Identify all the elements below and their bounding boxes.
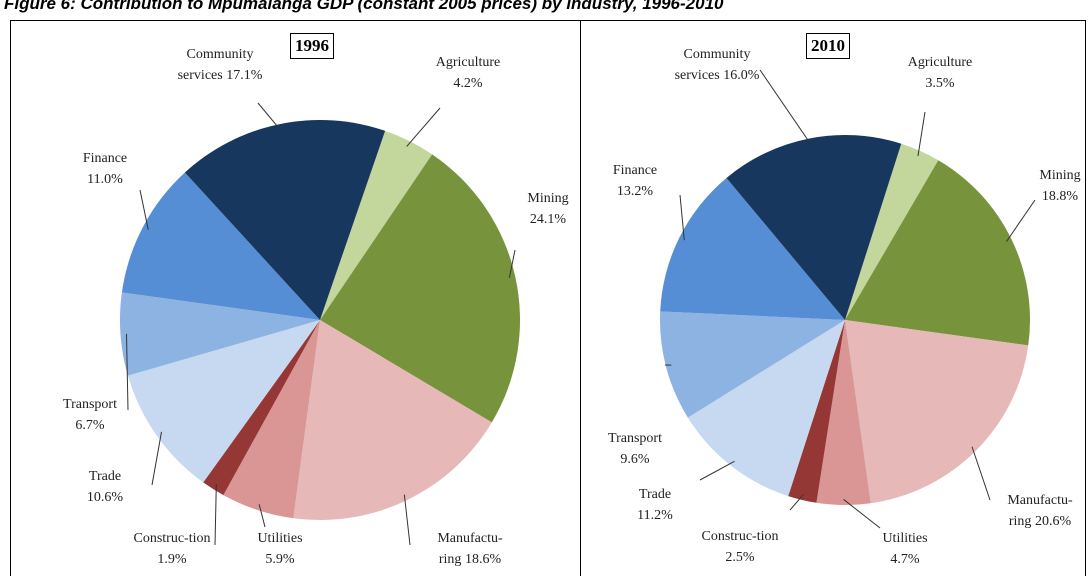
value-label: 2.5%: [725, 550, 755, 565]
value-label: 24.1%: [529, 212, 567, 227]
slice-label: Transport 6.7%: [53, 394, 128, 436]
slice-label: Transport 9.6%: [598, 428, 673, 470]
pie-slice: [121, 172, 321, 320]
slice-label: Mining 18.8%: [1035, 165, 1085, 207]
value-label: 11.2%: [637, 508, 673, 523]
value-label: 20.6%: [1034, 514, 1072, 529]
value-label: 4.2%: [453, 76, 483, 91]
slice-label: Construc-tion 2.5%: [700, 526, 780, 568]
category-name: Transport: [608, 431, 662, 446]
category-name: Mining: [527, 191, 569, 206]
category-name: Trade: [638, 487, 672, 502]
leader-line: [139, 189, 149, 230]
pie-slice: [320, 130, 433, 320]
pie-slice: [726, 135, 902, 320]
leader-line: [843, 499, 881, 529]
panel-frame: [580, 20, 1086, 576]
value-label: 11.0%: [87, 172, 123, 187]
category-name: Community services: [177, 47, 254, 83]
category-name: Finance: [82, 151, 128, 166]
slice-label: Agriculture 3.5%: [900, 52, 980, 94]
leader-line: [789, 494, 804, 511]
value-label: 10.6%: [86, 490, 124, 505]
category-name: Utilities: [882, 531, 928, 546]
category-name: Trade: [88, 469, 122, 484]
slice-label: Trade 11.2%: [630, 484, 680, 526]
category-name: Utilities: [257, 531, 303, 546]
leader-line: [403, 494, 411, 546]
leader-line: [759, 69, 811, 145]
pie-slice: [660, 311, 845, 418]
pie-slice: [687, 320, 845, 497]
leader-line: [257, 102, 281, 131]
pie-slice: [184, 120, 386, 321]
slice-label: Agriculture 4.2%: [426, 52, 511, 94]
leader-line: [151, 431, 162, 486]
slice-label: Utilities 5.9%: [245, 528, 315, 570]
category-name: Community services: [674, 47, 751, 83]
value-label: 13.2%: [616, 184, 654, 199]
leader-line: [699, 460, 735, 481]
slice-label: Utilities 4.7%: [870, 528, 940, 570]
category-name: Agriculture: [435, 55, 501, 70]
value-label: 4.7%: [890, 552, 920, 567]
category-name: Mining: [1039, 168, 1081, 183]
leader-line: [679, 194, 685, 241]
leader-line: [1006, 199, 1036, 242]
leader-line: [214, 483, 217, 546]
category-name: Manufactu-ring: [437, 531, 503, 567]
value-label: 3.5%: [925, 76, 955, 91]
pie-slice: [845, 143, 939, 320]
pie-slice: [223, 320, 320, 519]
category-name: Transport: [63, 397, 117, 412]
pie-slice: [816, 320, 871, 506]
value-label: 18.6%: [464, 552, 502, 567]
pie-slice: [119, 292, 320, 376]
pie-slice: [845, 320, 1029, 504]
category-name: Agriculture: [907, 55, 973, 70]
figure-title: Figure 6: Contribution to Mpumalanga GDP…: [4, 0, 724, 13]
category-name: Manufactu-ring: [1007, 493, 1073, 529]
category-name: Construc-tion: [701, 529, 779, 544]
leader-line: [971, 446, 991, 501]
category-name: Construc-tion: [133, 531, 211, 546]
value-label: 5.9%: [265, 552, 295, 567]
value-label: 16.0%: [723, 68, 760, 83]
slice-label: Construc-tion 1.9%: [132, 528, 212, 570]
slice-label: Community services 16.0%: [675, 44, 760, 86]
slice-label: Finance 11.0%: [75, 148, 135, 190]
pie-slice: [660, 177, 845, 320]
slice-label: Finance 13.2%: [605, 160, 665, 202]
slice-label: Mining 24.1%: [518, 188, 578, 230]
pie-slice: [293, 320, 492, 520]
pie-slice: [203, 320, 320, 496]
category-name: Finance: [612, 163, 658, 178]
leader-line: [508, 249, 516, 278]
pie-slice: [845, 160, 1031, 346]
slice-label: Manufactu-ring 20.6%: [998, 490, 1083, 532]
value-label: 1.9%: [157, 552, 187, 567]
leader-line: [917, 111, 926, 157]
pie-title: 1996: [290, 33, 334, 59]
value-label: 9.6%: [620, 452, 650, 467]
slice-label: Trade 10.6%: [80, 466, 130, 508]
value-label: 18.8%: [1041, 189, 1079, 204]
leader-line: [125, 333, 129, 411]
pie-slice: [127, 320, 321, 483]
pie-slice: [320, 154, 520, 423]
leader-line: [406, 107, 441, 147]
pie-slice: [788, 320, 845, 503]
value-label: 6.7%: [75, 418, 105, 433]
value-label: 17.1%: [226, 68, 263, 83]
slice-label: Community services 17.1%: [178, 44, 263, 86]
leader-line: [258, 504, 266, 528]
slice-label: Manufactu-ring 18.6%: [428, 528, 513, 570]
pie-title: 2010: [806, 33, 850, 59]
